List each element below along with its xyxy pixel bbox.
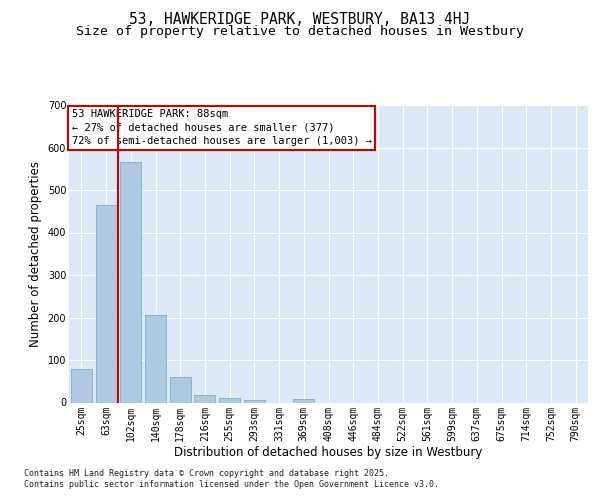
Text: 53, HAWKERIDGE PARK, WESTBURY, BA13 4HJ: 53, HAWKERIDGE PARK, WESTBURY, BA13 4HJ [130,12,470,28]
Bar [219,398,240,402]
Text: 53 HAWKERIDGE PARK: 88sqm
← 27% of detached houses are smaller (377)
72% of semi: 53 HAWKERIDGE PARK: 88sqm ← 27% of detac… [71,110,371,146]
Text: Contains HM Land Registry data © Crown copyright and database right 2025.: Contains HM Land Registry data © Crown c… [24,469,389,478]
Bar [244,400,265,402]
Bar [194,396,215,402]
Bar [293,399,314,402]
Bar [95,205,116,402]
Text: Contains public sector information licensed under the Open Government Licence v3: Contains public sector information licen… [24,480,439,489]
Text: Size of property relative to detached houses in Westbury: Size of property relative to detached ho… [76,25,524,38]
Bar [145,314,166,402]
X-axis label: Distribution of detached houses by size in Westbury: Distribution of detached houses by size … [175,446,482,459]
Bar [120,162,141,402]
Bar [170,377,191,402]
Y-axis label: Number of detached properties: Number of detached properties [29,161,42,347]
Bar [71,370,92,402]
